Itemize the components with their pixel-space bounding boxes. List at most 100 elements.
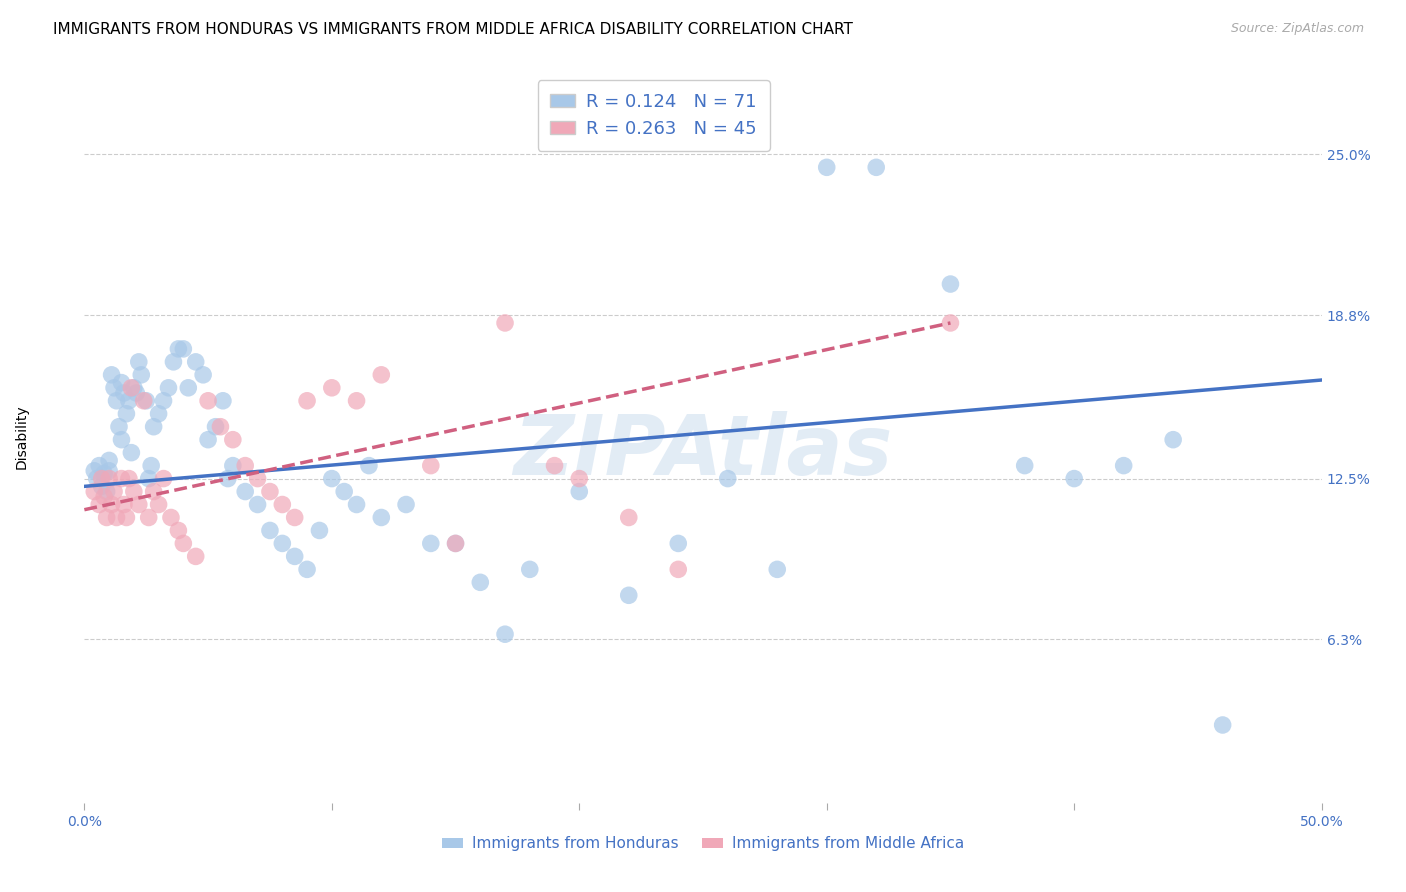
- Point: [197, 393, 219, 408]
- Point: [666, 536, 689, 550]
- Point: [212, 393, 235, 408]
- Point: [138, 510, 160, 524]
- Point: [815, 161, 838, 175]
- Point: [233, 458, 256, 473]
- Point: [135, 393, 157, 408]
- Point: [939, 316, 962, 330]
- Point: [125, 386, 148, 401]
- Point: [444, 536, 467, 550]
- Point: [105, 393, 128, 408]
- Point: [766, 562, 789, 576]
- Point: [98, 453, 121, 467]
- Point: [271, 536, 294, 550]
- Point: [191, 368, 214, 382]
- Point: [152, 472, 174, 486]
- Point: [246, 472, 269, 486]
- Point: [112, 386, 135, 401]
- Point: [204, 419, 226, 434]
- Point: [184, 355, 207, 369]
- Point: [90, 472, 112, 486]
- Point: [295, 562, 318, 576]
- Point: [177, 381, 200, 395]
- Point: [115, 510, 138, 524]
- Point: [110, 472, 132, 486]
- Point: [98, 472, 121, 486]
- Point: [105, 510, 128, 524]
- Y-axis label: Disability: Disability: [15, 405, 28, 469]
- Point: [128, 498, 150, 512]
- Point: [1014, 458, 1036, 473]
- Point: [419, 536, 441, 550]
- Point: [346, 498, 368, 512]
- Point: [162, 355, 184, 369]
- Point: [122, 484, 145, 499]
- Point: [110, 433, 132, 447]
- Point: [83, 484, 105, 499]
- Point: [271, 498, 294, 512]
- Point: [568, 484, 591, 499]
- Point: [1212, 718, 1234, 732]
- Point: [865, 161, 887, 175]
- Point: [120, 445, 142, 459]
- Point: [96, 484, 118, 499]
- Point: [96, 510, 118, 524]
- Point: [148, 498, 170, 512]
- Text: ZIPAtlas: ZIPAtlas: [513, 411, 893, 492]
- Point: [152, 393, 174, 408]
- Point: [246, 498, 269, 512]
- Point: [89, 498, 111, 512]
- Point: [93, 467, 115, 481]
- Point: [172, 536, 194, 550]
- Point: [93, 490, 115, 504]
- Point: [939, 277, 962, 291]
- Point: [1161, 433, 1184, 447]
- Point: [666, 562, 689, 576]
- Point: [98, 464, 121, 478]
- Point: [370, 368, 392, 382]
- Point: [112, 498, 135, 512]
- Point: [100, 368, 122, 382]
- Point: [494, 316, 516, 330]
- Point: [167, 524, 190, 538]
- Point: [129, 368, 152, 382]
- Point: [308, 524, 330, 538]
- Point: [83, 464, 105, 478]
- Point: [110, 376, 132, 390]
- Point: [122, 381, 145, 395]
- Point: [89, 458, 111, 473]
- Point: [217, 472, 239, 486]
- Point: [717, 472, 740, 486]
- Point: [138, 472, 160, 486]
- Point: [284, 549, 307, 564]
- Point: [333, 484, 356, 499]
- Point: [86, 472, 108, 486]
- Point: [222, 458, 245, 473]
- Point: [167, 342, 190, 356]
- Point: [519, 562, 541, 576]
- Point: [444, 536, 467, 550]
- Point: [568, 472, 591, 486]
- Point: [128, 355, 150, 369]
- Point: [259, 484, 281, 499]
- Point: [209, 419, 232, 434]
- Point: [118, 393, 141, 408]
- Point: [157, 381, 180, 395]
- Point: [90, 479, 112, 493]
- Point: [132, 393, 155, 408]
- Point: [617, 588, 640, 602]
- Point: [120, 381, 142, 395]
- Point: [470, 575, 492, 590]
- Point: [115, 407, 138, 421]
- Point: [222, 433, 245, 447]
- Text: IMMIGRANTS FROM HONDURAS VS IMMIGRANTS FROM MIDDLE AFRICA DISABILITY CORRELATION: IMMIGRANTS FROM HONDURAS VS IMMIGRANTS F…: [53, 22, 853, 37]
- Point: [1112, 458, 1135, 473]
- Point: [103, 484, 125, 499]
- Point: [197, 433, 219, 447]
- Point: [118, 472, 141, 486]
- Point: [346, 393, 368, 408]
- Point: [141, 458, 163, 473]
- Point: [172, 342, 194, 356]
- Point: [148, 407, 170, 421]
- Legend: Immigrants from Honduras, Immigrants from Middle Africa: Immigrants from Honduras, Immigrants fro…: [436, 830, 970, 857]
- Point: [321, 381, 343, 395]
